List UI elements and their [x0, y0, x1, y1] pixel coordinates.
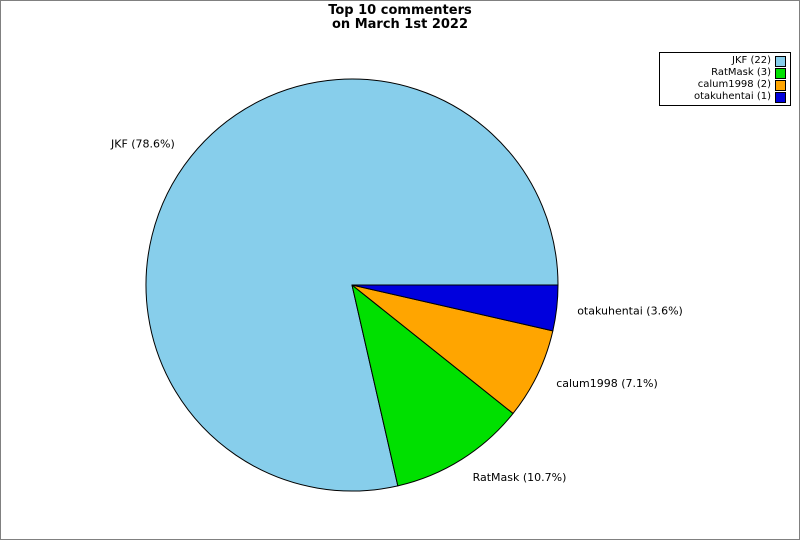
pie-slice-ratmask	[351, 284, 514, 487]
legend-label-ratmask: RatMask (3)	[711, 67, 771, 78]
legend-item-jkf: JKF (22)	[666, 55, 786, 67]
pie-slice-otakuhentai	[351, 284, 559, 332]
legend: JKF (22) RatMask (3) calum1998 (2) otakuhen…	[659, 52, 791, 106]
legend-label-otakuhentai: otakuhentai (1)	[694, 91, 771, 102]
legend-item-otakuhentai: otakuhentai (1)	[666, 91, 786, 103]
legend-swatch-ratmask	[775, 67, 786, 79]
legend-swatch-otakuhentai	[775, 91, 786, 103]
pie-slice-jkf	[145, 78, 559, 492]
slice-label-jkf: JKF (78.6%)	[110, 138, 175, 151]
legend-item-calum1998: calum1998 (2)	[666, 79, 786, 91]
chart-title-line2: on March 1st 2022	[331, 17, 469, 32]
slice-label-otakuhentai: otakuhentai (3.6%)	[577, 304, 683, 317]
chart-title: Top 10 commenters on March 1st 2022	[1, 4, 799, 32]
legend-label-calum1998: calum1998 (2)	[697, 79, 771, 90]
slice-label-calum1998: calum1998 (7.1%)	[556, 377, 658, 390]
slice-label-ratmask: RatMask (10.7%)	[473, 471, 567, 484]
legend-item-ratmask: RatMask (3)	[666, 67, 786, 79]
chart-title-line1: Top 10 commenters	[328, 3, 472, 18]
legend-swatch-jkf	[775, 55, 786, 67]
legend-swatch-calum1998	[775, 79, 786, 91]
legend-label-jkf: JKF (22)	[732, 55, 771, 66]
